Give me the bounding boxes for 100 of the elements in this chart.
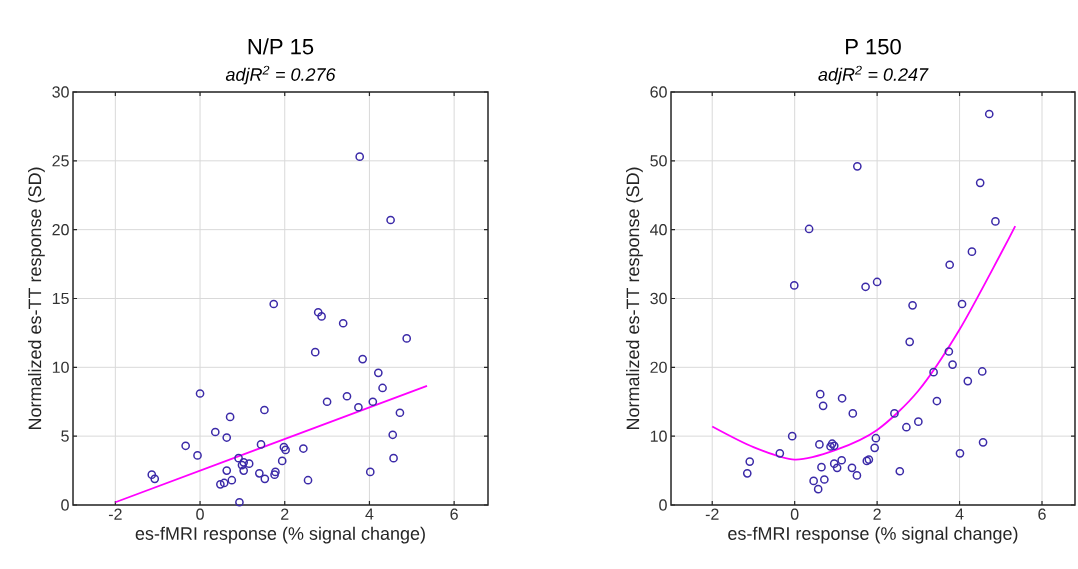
x-tick-label: -2 [108, 508, 122, 520]
point [386, 215, 395, 225]
x-tick-label: 0 [790, 508, 799, 520]
chart-title: N/P 15 [248, 38, 314, 55]
point [402, 334, 412, 343]
y-tick-label: 5 [61, 430, 69, 442]
x-axis-title: es-fMRI response (% signal change) [728, 526, 1018, 544]
y-tick-label: 10 [52, 361, 69, 373]
point [222, 466, 232, 475]
y-tick-label: 0 [659, 499, 667, 511]
x-axis-title: es-fMRI response (% signal change) [135, 526, 425, 544]
point [804, 224, 814, 234]
point [837, 455, 847, 465]
point [256, 440, 266, 449]
point [322, 397, 332, 407]
point [813, 484, 823, 494]
point [244, 459, 254, 469]
x-tick-label: 6 [1038, 508, 1046, 520]
chart-subtitle: adjR$^{2}$ = 0.276 [225, 65, 336, 85]
point [815, 440, 824, 449]
point [378, 383, 387, 393]
point [234, 453, 243, 463]
point [358, 354, 368, 364]
point [210, 427, 220, 437]
point [890, 409, 899, 418]
point [852, 161, 862, 171]
point [826, 442, 835, 451]
point [787, 431, 797, 441]
x-tick-label: 6 [450, 508, 458, 520]
y-tick-label: 25 [52, 155, 69, 167]
x-tick-label: -2 [705, 508, 719, 520]
point [150, 474, 160, 484]
point [147, 470, 157, 480]
point [395, 408, 405, 418]
x-tick-label: 2 [873, 508, 881, 520]
point [310, 347, 320, 357]
point [932, 396, 942, 406]
point [978, 438, 988, 447]
point [317, 312, 326, 321]
point [895, 466, 905, 476]
x-tick-label: 2 [281, 508, 289, 520]
point [195, 389, 205, 398]
point [809, 476, 818, 486]
point [389, 453, 398, 463]
y-tick-label: 60 [650, 86, 667, 98]
point [239, 466, 249, 475]
point [342, 391, 352, 401]
point [313, 307, 323, 317]
point [388, 430, 398, 440]
point [260, 405, 269, 415]
point [368, 397, 378, 407]
point [820, 475, 829, 484]
point [216, 479, 225, 489]
point [847, 463, 857, 473]
point [181, 441, 190, 451]
point [365, 467, 375, 477]
point [902, 422, 911, 432]
chart-subtitle: adjR$^{2}$ = 0.247 [818, 65, 929, 85]
point [871, 433, 881, 443]
x-tick-label: 4 [365, 508, 374, 520]
point [299, 444, 308, 453]
y-tick-label: 10 [650, 430, 667, 442]
point [829, 459, 839, 469]
point [948, 360, 957, 369]
y-tick-label: 15 [52, 292, 69, 305]
point [222, 433, 232, 442]
point [260, 474, 270, 484]
point [193, 451, 202, 460]
chart-title: P 150 [846, 38, 901, 55]
point [967, 247, 977, 257]
point [355, 152, 365, 162]
point [235, 497, 244, 507]
point [861, 282, 870, 292]
x-tick-label: 0 [196, 508, 204, 520]
point [929, 367, 938, 377]
point [225, 412, 235, 422]
point [975, 178, 985, 188]
point [742, 468, 752, 478]
y-axis-title: Normalized es-TT response (SD) [626, 167, 643, 430]
x-tick-label: 4 [955, 508, 964, 520]
y-tick-label: 20 [650, 361, 667, 373]
point [913, 417, 923, 427]
point [745, 457, 755, 466]
point [269, 299, 279, 309]
point [373, 368, 383, 378]
point [977, 367, 987, 376]
point [227, 475, 237, 485]
y-tick-label: 30 [52, 86, 69, 98]
point [818, 401, 828, 411]
point [254, 468, 264, 478]
point [963, 376, 973, 386]
point [271, 467, 280, 477]
y-tick-label: 50 [650, 155, 667, 167]
y-tick-label: 20 [52, 224, 69, 236]
point [338, 318, 348, 328]
point [277, 456, 287, 466]
point [848, 409, 858, 418]
point [905, 337, 915, 347]
point [789, 281, 799, 290]
point [955, 449, 965, 458]
